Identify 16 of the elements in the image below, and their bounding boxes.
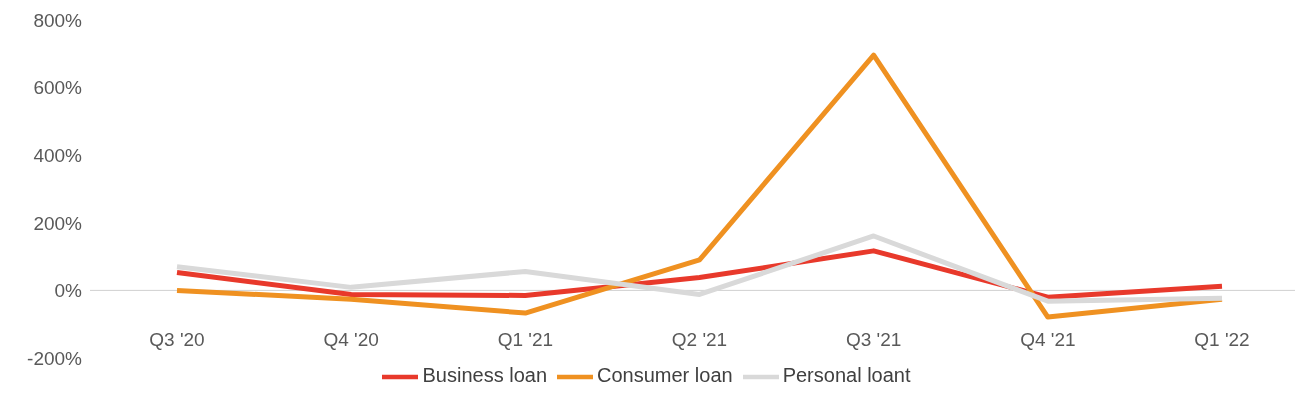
x-tick-label: Q1 '21: [497, 329, 554, 350]
x-tick-label: Q4 '21: [1020, 329, 1076, 350]
y-tick-label: 0%: [54, 280, 83, 302]
x-tick-label: Q2 '21: [671, 329, 728, 350]
x-tick-label: Q3 '20: [149, 329, 205, 350]
y-tick-label: -200%: [27, 347, 83, 369]
legend-label: Consumer loan: [597, 364, 733, 387]
x-tick-label: Q1 '22: [1194, 329, 1250, 350]
legend-label: Personal loant: [782, 364, 911, 387]
x-tick-label: Q4 '20: [323, 329, 379, 350]
y-tick-label: 600%: [33, 77, 83, 99]
y-tick-label: 200%: [33, 212, 83, 234]
x-tick-label: Q3 '21: [845, 329, 902, 350]
y-tick-label: 800%: [33, 9, 83, 31]
legend-label: Business loan: [422, 364, 548, 387]
y-tick-label: 400%: [33, 144, 83, 166]
